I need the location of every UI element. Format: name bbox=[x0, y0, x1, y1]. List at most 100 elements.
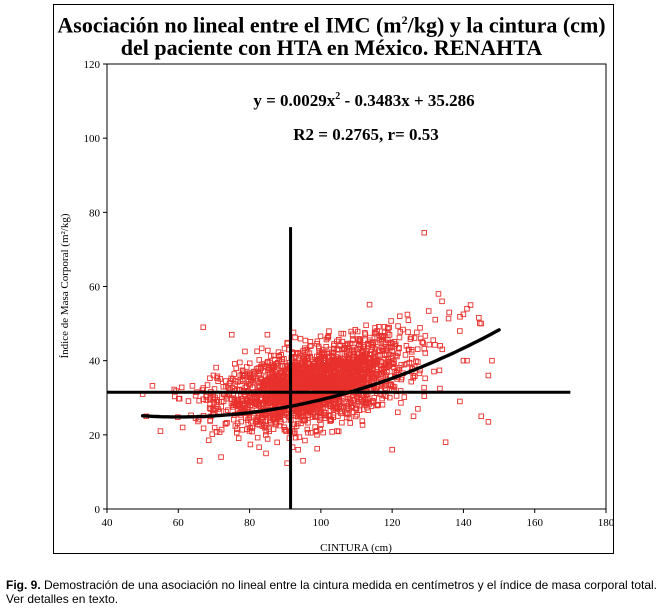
scatter-point bbox=[343, 366, 349, 372]
scatter-point bbox=[478, 413, 485, 420]
scatter-point bbox=[354, 366, 361, 373]
scatter-point bbox=[314, 428, 320, 434]
scatter-point bbox=[300, 458, 306, 464]
scatter-point bbox=[231, 371, 237, 377]
trend-line bbox=[140, 328, 501, 419]
scatter-point bbox=[324, 335, 331, 341]
scatter-point bbox=[381, 369, 387, 375]
scatter-point bbox=[196, 458, 203, 464]
scatter-point bbox=[437, 343, 443, 349]
scatter-point bbox=[295, 411, 301, 418]
scatter-point bbox=[260, 402, 266, 408]
y-tick-label: 0 bbox=[95, 504, 101, 516]
scatter-point bbox=[325, 353, 332, 360]
scatter-point bbox=[330, 404, 336, 411]
scatter-point bbox=[267, 402, 273, 408]
scatter-point bbox=[178, 384, 185, 391]
scatter-point bbox=[390, 353, 396, 359]
scatter-point bbox=[239, 427, 246, 433]
scatter-point bbox=[254, 401, 260, 408]
scatter-point bbox=[398, 362, 404, 368]
scatter-point bbox=[314, 338, 321, 345]
scatter-point bbox=[346, 415, 353, 421]
y-tick-label: 20 bbox=[89, 430, 101, 442]
scatter-point bbox=[489, 357, 495, 364]
scatter-point bbox=[322, 409, 329, 416]
scatter-point bbox=[224, 419, 230, 426]
scatter-point bbox=[346, 396, 353, 402]
scatter-point bbox=[264, 436, 271, 442]
scatter-point bbox=[404, 311, 411, 318]
scatter-point bbox=[330, 384, 336, 391]
scatter-point bbox=[267, 419, 274, 425]
scatter-point bbox=[265, 377, 272, 383]
scatter-point bbox=[222, 420, 229, 427]
x-tick-label: 80 bbox=[244, 517, 256, 529]
scatter-point bbox=[247, 374, 254, 380]
scatter-point bbox=[367, 337, 373, 343]
scatter-point bbox=[367, 355, 373, 361]
scatter-point bbox=[230, 416, 237, 423]
scatter-point bbox=[210, 394, 217, 400]
scatter-point bbox=[341, 373, 347, 379]
scatter-point bbox=[303, 369, 310, 376]
scatter-point bbox=[389, 347, 395, 354]
caption-label: Fig. 9. bbox=[6, 578, 41, 592]
scatter-point bbox=[390, 360, 396, 367]
scatter-point bbox=[308, 356, 315, 363]
scatter-point bbox=[207, 417, 213, 424]
scatter-point bbox=[276, 413, 283, 419]
scatter-point bbox=[386, 324, 392, 331]
scatter-point bbox=[426, 341, 433, 348]
scatter-point bbox=[392, 343, 398, 349]
overlays bbox=[107, 227, 571, 509]
scatter-point bbox=[256, 357, 262, 363]
scatter-point bbox=[346, 406, 352, 412]
y-axis: 0 20 40 60 80 100 120 bbox=[84, 59, 107, 516]
scatter-point bbox=[275, 359, 281, 366]
scatter-point bbox=[200, 324, 206, 331]
scatter-point bbox=[314, 432, 320, 438]
scatter-point bbox=[344, 371, 351, 378]
scatter-point bbox=[237, 359, 243, 366]
scatter-point bbox=[347, 400, 354, 406]
scatter-point bbox=[235, 435, 242, 442]
scatter-point bbox=[292, 334, 298, 341]
scatter-point bbox=[330, 356, 337, 363]
scatter-point bbox=[414, 346, 421, 352]
scatter-point bbox=[294, 361, 301, 368]
scatter-point bbox=[300, 366, 306, 373]
scatter-point bbox=[316, 381, 323, 387]
scatter-point bbox=[421, 393, 428, 399]
scatter-point bbox=[263, 450, 269, 457]
scatter-point bbox=[281, 424, 288, 431]
scatter-point bbox=[374, 364, 381, 370]
scatter-point bbox=[200, 425, 207, 432]
scatter-point bbox=[387, 394, 393, 401]
scatter-point bbox=[354, 395, 360, 402]
scatter-point bbox=[255, 365, 262, 371]
scatter-point bbox=[408, 334, 415, 340]
scatter-point bbox=[268, 370, 275, 376]
scatter-point bbox=[317, 406, 324, 413]
scatter-point bbox=[331, 341, 337, 347]
scatter-point bbox=[354, 357, 360, 364]
caption-text: Demostración de una asociación no lineal… bbox=[6, 578, 658, 606]
scatter-point bbox=[254, 434, 261, 441]
scatter-point bbox=[302, 437, 308, 444]
scatter-point bbox=[303, 360, 309, 366]
scatter-point bbox=[348, 328, 354, 335]
scatter-point bbox=[329, 366, 336, 372]
scatter-point bbox=[316, 365, 323, 371]
scatter-point bbox=[366, 301, 373, 308]
scatter-point bbox=[264, 331, 271, 338]
scatter-point bbox=[276, 422, 282, 429]
scatter-point bbox=[249, 425, 256, 431]
scatter-point bbox=[356, 402, 363, 409]
scatter-point bbox=[356, 342, 362, 348]
x-axis-label: CINTURA (cm) bbox=[320, 542, 392, 554]
scatter-point bbox=[334, 428, 340, 434]
scatter-point bbox=[264, 395, 270, 402]
scatter-point bbox=[354, 328, 361, 335]
scatter-point bbox=[300, 383, 306, 389]
